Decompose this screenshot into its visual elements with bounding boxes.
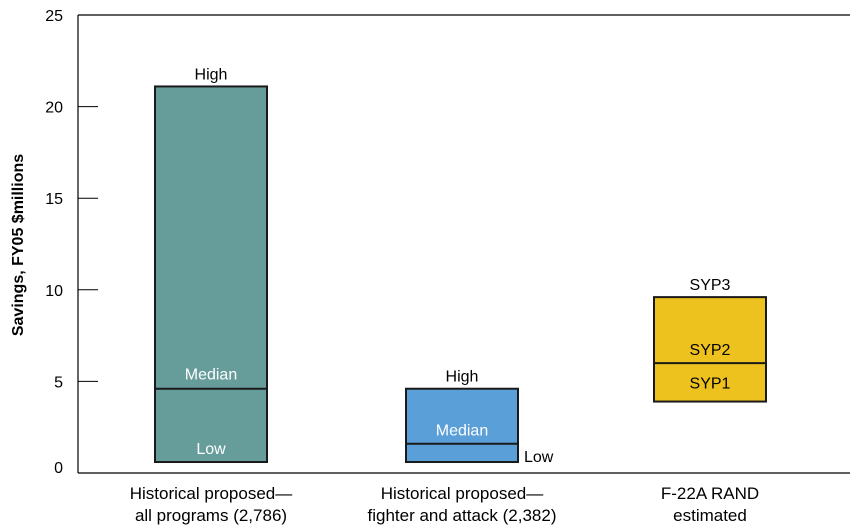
x-category-label: estimated: [673, 506, 747, 525]
x-category-label: F-22A RAND: [661, 484, 759, 503]
range-bar: [154, 85, 268, 464]
median-label: Median: [185, 367, 237, 384]
y-tick-label: 15: [45, 191, 63, 208]
low-label: SYP1: [690, 375, 731, 392]
median-label: Median: [436, 423, 488, 440]
y-tick-label: 5: [54, 374, 63, 391]
high-label: High: [446, 369, 479, 386]
high-label: SYP3: [690, 277, 731, 294]
high-label: High: [195, 66, 228, 83]
y-axis-label: Savings, FY05 $millions: [10, 154, 27, 336]
x-category-label: all programs (2,786): [135, 506, 287, 525]
y-tick-label: 10: [45, 283, 63, 300]
y-tick-label: 20: [45, 100, 63, 117]
range-bar: [405, 387, 519, 464]
x-category-label: Historical proposed—: [381, 484, 544, 503]
range-bar: [653, 296, 767, 403]
y-tick-label: 0: [54, 460, 63, 477]
x-category-label: fighter and attack (2,382): [367, 506, 556, 525]
plot-area: 0 5 10 15 20 25 High Median Low High Median Low SYP3…: [45, 8, 850, 525]
low-label: Low: [196, 441, 226, 458]
y-tick-label: 25: [45, 8, 63, 25]
low-label: Low: [524, 449, 554, 466]
median-label: SYP2: [690, 342, 731, 359]
x-category-label: Historical proposed—: [130, 484, 293, 503]
